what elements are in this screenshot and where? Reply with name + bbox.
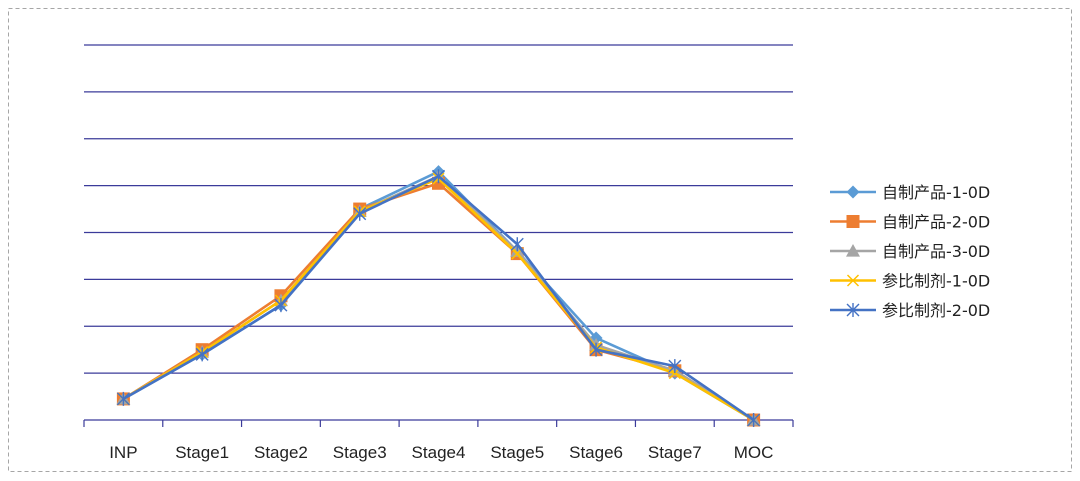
data-point — [195, 347, 209, 362]
legend-label: 参比制剂-1-0D — [882, 272, 990, 291]
legend-item: 自制产品-2-0D — [830, 213, 990, 232]
legend-label: 参比制剂-2-0D — [882, 301, 990, 320]
legend: 自制产品-1-0D 自制产品-2-0D 自制产品-3-0D 参比制剂-1-0D 参比制剂… — [830, 183, 990, 320]
data-point — [274, 298, 288, 313]
data-point — [510, 237, 524, 252]
x-axis: INP Stage1 Stage2 Stage3 Stage4 Stage5 Stage6 S… — [83, 419, 794, 462]
legend-marker — [846, 215, 860, 228]
data-point — [747, 413, 761, 427]
data-point — [116, 391, 130, 406]
x-tick-label: Stage4 — [412, 443, 466, 462]
x-tick-label: MOC — [734, 443, 774, 462]
legend-marker — [846, 185, 860, 199]
x-tick-label: Stage1 — [175, 443, 229, 462]
data-point — [668, 359, 682, 374]
legend-item: 自制产品-1-0D — [830, 183, 990, 202]
x-tick-label: Stage2 — [254, 443, 308, 462]
x-tick-label: INP — [109, 443, 137, 462]
legend-marker — [846, 274, 860, 287]
legend-marker — [846, 244, 860, 257]
series-5 — [116, 169, 761, 427]
data-point — [589, 342, 603, 357]
data-point — [353, 206, 367, 221]
x-tick-label: Stage3 — [333, 443, 387, 462]
legend-label: 自制产品-2-0D — [882, 213, 990, 232]
series-group — [116, 165, 761, 427]
x-tick-label: Stage7 — [648, 443, 702, 462]
legend-item: 参比制剂-2-0D — [830, 301, 990, 320]
legend-item: 参比制剂-1-0D — [830, 272, 990, 291]
legend-label: 自制产品-1-0D — [882, 183, 990, 202]
data-point — [432, 169, 445, 184]
legend-marker — [846, 303, 860, 317]
legend-item: 自制产品-3-0D — [830, 242, 990, 261]
x-tick-label: Stage6 — [569, 443, 623, 462]
legend-label: 自制产品-3-0D — [882, 242, 990, 261]
chart-border — [8, 8, 1072, 472]
x-tick-label: Stage5 — [490, 443, 544, 462]
